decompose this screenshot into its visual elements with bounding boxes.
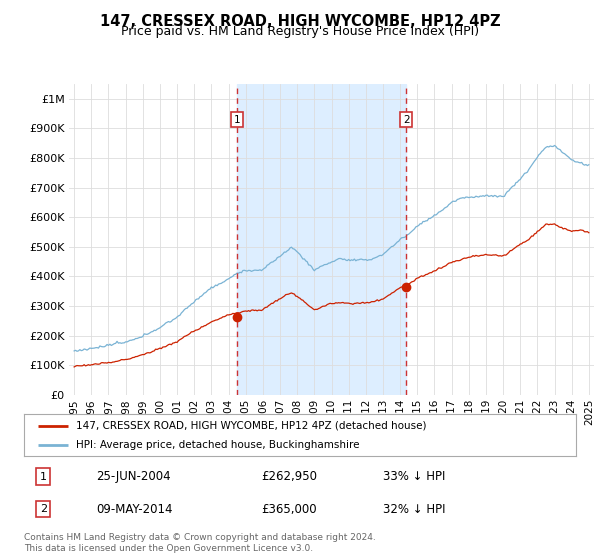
Bar bbox=[237, 84, 406, 395]
Text: This data is licensed under the Open Government Licence v3.0.: This data is licensed under the Open Gov… bbox=[24, 544, 313, 553]
Text: 09-MAY-2014: 09-MAY-2014 bbox=[96, 502, 172, 516]
Text: Price paid vs. HM Land Registry's House Price Index (HPI): Price paid vs. HM Land Registry's House … bbox=[121, 25, 479, 38]
Text: 33% ↓ HPI: 33% ↓ HPI bbox=[383, 470, 445, 483]
Text: 25-JUN-2004: 25-JUN-2004 bbox=[96, 470, 170, 483]
Text: 2: 2 bbox=[40, 504, 47, 514]
Text: £262,950: £262,950 bbox=[262, 470, 317, 483]
Text: 147, CRESSEX ROAD, HIGH WYCOMBE, HP12 4PZ: 147, CRESSEX ROAD, HIGH WYCOMBE, HP12 4P… bbox=[100, 14, 500, 29]
Text: 147, CRESSEX ROAD, HIGH WYCOMBE, HP12 4PZ (detached house): 147, CRESSEX ROAD, HIGH WYCOMBE, HP12 4P… bbox=[76, 421, 427, 431]
Text: £365,000: £365,000 bbox=[262, 502, 317, 516]
Text: HPI: Average price, detached house, Buckinghamshire: HPI: Average price, detached house, Buck… bbox=[76, 440, 360, 450]
Text: 1: 1 bbox=[233, 115, 240, 124]
Text: 2: 2 bbox=[403, 115, 410, 124]
Text: Contains HM Land Registry data © Crown copyright and database right 2024.: Contains HM Land Registry data © Crown c… bbox=[24, 533, 376, 542]
Text: 1: 1 bbox=[40, 472, 47, 482]
Text: 32% ↓ HPI: 32% ↓ HPI bbox=[383, 502, 445, 516]
